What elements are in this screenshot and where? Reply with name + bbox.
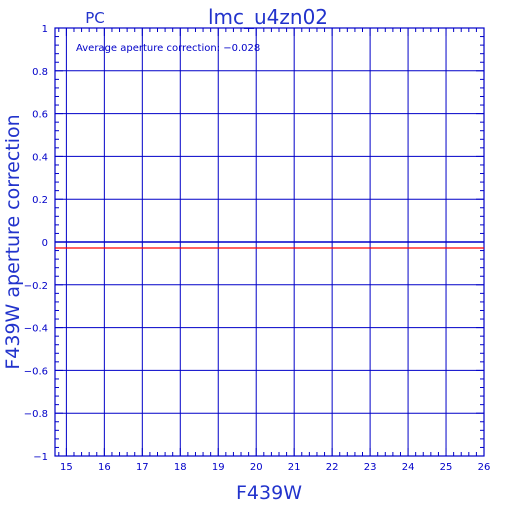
detector-label: PC — [85, 9, 105, 27]
x-tick-label: 26 — [478, 462, 491, 473]
x-tick-label: 25 — [440, 462, 453, 473]
minor-ticks — [55, 27, 485, 457]
x-tick-label: 15 — [60, 462, 73, 473]
x-tick-label: 24 — [402, 462, 415, 473]
y-tick-label: 1 — [42, 24, 48, 35]
y-tick-label: −0.2 — [24, 281, 48, 292]
y-tick-label: 0.2 — [32, 195, 48, 206]
x-tick-label: 21 — [288, 462, 301, 473]
y-tick-labels: −1 −0.8 −0.6 −0.4 −0.2 0 0.2 0.4 0.6 0.8 1 — [24, 24, 48, 463]
x-tick-label: 20 — [250, 462, 263, 473]
y-tick-label: −0.4 — [24, 324, 48, 335]
y-tick-label: −1 — [33, 452, 48, 463]
y-tick-label: 0 — [42, 238, 48, 249]
grid-lines — [55, 28, 484, 456]
x-tick-label: 22 — [326, 462, 339, 473]
y-axis-label: F439W aperture correction — [2, 114, 24, 369]
x-tick-labels: 15 16 17 18 19 20 21 22 23 24 25 26 — [60, 462, 490, 473]
plot-frame — [54, 27, 485, 457]
y-tick-label: 0.4 — [32, 152, 48, 163]
y-tick-label: 0.8 — [32, 67, 48, 78]
x-tick-label: 19 — [212, 462, 225, 473]
x-tick-label: 18 — [174, 462, 187, 473]
chart-title: lmc_u4zn02 — [208, 5, 328, 29]
x-axis-label: F439W — [236, 482, 302, 504]
average-correction-annotation: Average aperture correction: −0.028 — [76, 43, 260, 54]
y-tick-label: −0.8 — [24, 409, 48, 420]
x-tick-label: 17 — [136, 462, 149, 473]
x-tick-label: 23 — [364, 462, 377, 473]
y-tick-label: −0.6 — [24, 366, 48, 377]
x-tick-label: 16 — [98, 462, 111, 473]
y-tick-label: 0.6 — [32, 110, 48, 121]
